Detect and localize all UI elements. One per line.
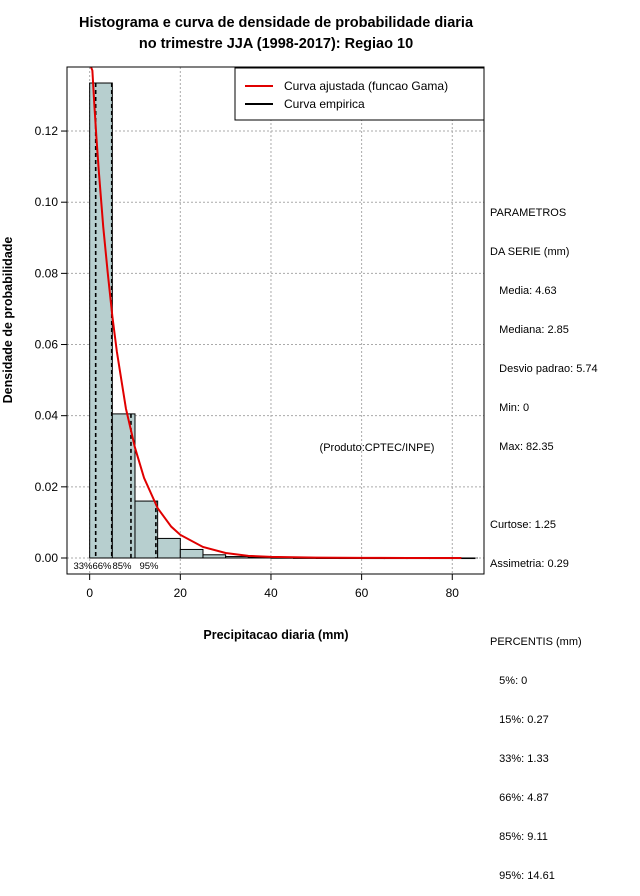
param-min: Min: 0 — [490, 402, 530, 414]
legend: Curva ajustada (funcao Gama) Curva empir… — [234, 67, 485, 121]
percentile-66: 66%: 4.87 — [490, 792, 549, 804]
x-tick-label: 80 — [446, 586, 460, 600]
param-median: Mediana: 2.85 — [490, 324, 569, 336]
percentile-5: 5%: 0 — [490, 675, 528, 687]
y-axis: 0.00 0.02 0.04 0.06 0.08 0.10 0.12 — [35, 124, 68, 565]
density-curves — [89, 66, 480, 559]
histogram-figure: Histograma e curva de densidade de proba… — [1, 15, 485, 642]
x-tick-label: 20 — [174, 586, 188, 600]
y-tick-label: 0.04 — [35, 409, 59, 423]
param-max: Max: 82.35 — [490, 441, 554, 453]
percentiles-heading: PERCENTIS (mm) — [490, 636, 582, 648]
y-tick-label: 0.06 — [35, 338, 59, 352]
x-axis-label: Precipitacao diaria (mm) — [203, 628, 348, 642]
y-tick-label: 0.02 — [35, 480, 59, 494]
legend-fitted-label: Curva ajustada (funcao Gama) — [284, 79, 448, 93]
x-axis: 0 20 40 60 80 — [86, 573, 460, 600]
percentile-label-33: 33% — [73, 561, 93, 572]
grid-lines — [67, 67, 484, 574]
percentile-lines — [94, 83, 157, 558]
series-parameters-panel: PARAMETROS DA SERIE (mm) Media: 4.63 Med… — [490, 181, 598, 896]
percentile-label-85: 85% — [112, 561, 132, 572]
param-kurtosis: Curtose: 1.25 — [490, 519, 557, 531]
x-tick-label: 60 — [355, 586, 369, 600]
legend-empirical-label: Curva empirica — [284, 97, 365, 111]
histogram-bar-4 — [157, 537, 181, 559]
fitted-gamma-curve — [90, 66, 462, 559]
legend-box — [234, 67, 485, 121]
percentile-33: 33%: 1.33 — [490, 753, 549, 765]
percentile-95: 95%: 14.61 — [490, 870, 555, 882]
y-tick-label: 0.10 — [35, 195, 59, 209]
param-skewness: Assimetria: 0.29 — [490, 558, 569, 570]
y-tick-label: 0.08 — [35, 266, 59, 280]
y-axis-label: Densidade de probabilidade — [1, 237, 15, 404]
percentile-label-66: 66% — [92, 561, 112, 572]
histogram-bar-5 — [179, 548, 204, 559]
x-tick-label: 40 — [264, 586, 278, 600]
product-annotation: (Produto:CPTEC/INPE) — [320, 442, 435, 454]
histogram-bar-3 — [134, 500, 159, 559]
y-tick-label: 0.00 — [35, 551, 59, 565]
percentile-label-95: 95% — [139, 561, 159, 572]
x-tick-label: 0 — [86, 586, 93, 600]
y-tick-label: 0.12 — [35, 124, 59, 138]
chart-subtitle: no trimestre JJA (1998-2017): Regiao 10 — [139, 36, 413, 52]
chart-title: Histograma e curva de densidade de proba… — [79, 15, 474, 31]
percentile-labels: 33% 66% 85% 95% — [73, 561, 159, 572]
percentile-15: 15%: 0.27 — [490, 714, 549, 726]
params-heading: PARAMETROS — [490, 207, 567, 219]
percentile-85: 85%: 9.11 — [490, 831, 548, 843]
params-heading-units: DA SERIE (mm) — [490, 246, 570, 258]
param-mean: Media: 4.63 — [490, 285, 557, 297]
param-std: Desvio padrao: 5.74 — [490, 363, 598, 375]
histogram-bar-1 — [89, 82, 113, 559]
